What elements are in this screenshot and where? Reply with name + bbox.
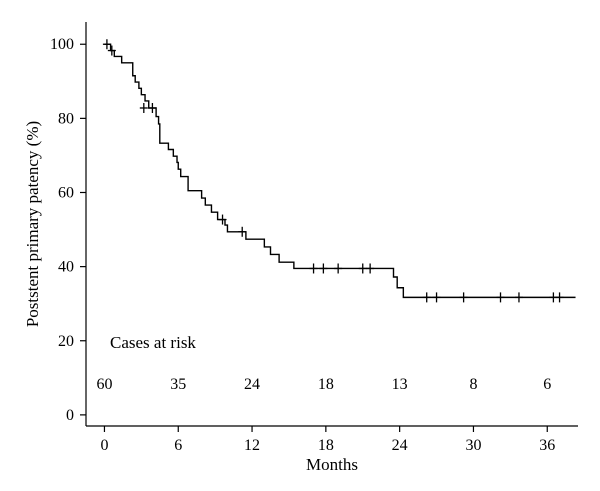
x-tick-label: 18 (318, 437, 334, 454)
censor-mark (319, 263, 328, 274)
censor-mark (309, 263, 318, 274)
y-tick-label: 20 (58, 333, 74, 350)
x-tick-label: 6 (174, 437, 182, 454)
censor-mark (358, 263, 367, 274)
censor-mark (218, 214, 227, 225)
y-tick-label: 60 (58, 184, 74, 201)
x-tick-label: 0 (100, 437, 108, 454)
censor-mark (139, 102, 148, 113)
x-tick-label: 12 (244, 437, 260, 454)
y-tick-label: 80 (58, 110, 74, 127)
censor-mark (238, 226, 247, 237)
survival-curve (104, 43, 576, 299)
censor-mark (432, 292, 441, 303)
y-tick-label: 100 (50, 36, 74, 53)
x-axis-title: Months (306, 455, 358, 474)
censor-mark (496, 292, 505, 303)
censor-mark (555, 292, 564, 303)
cases-at-risk-value: 6 (543, 376, 551, 393)
cases-at-risk-value: 35 (170, 376, 186, 393)
censor-mark (422, 292, 431, 303)
cases-at-risk-label: Cases at risk (110, 333, 196, 352)
censor-mark (148, 102, 157, 113)
y-tick-label: 0 (66, 407, 74, 424)
x-tick-label: 36 (539, 437, 555, 454)
x-tick-label: 30 (465, 437, 481, 454)
cases-at-risk-value: 60 (96, 376, 112, 393)
censor-mark (107, 45, 116, 56)
censor-mark (366, 263, 375, 274)
censor-mark (514, 292, 523, 303)
censor-mark (334, 263, 343, 274)
x-tick-label: 24 (392, 437, 408, 454)
y-tick-label: 40 (58, 259, 74, 276)
cases-at-risk-value: 24 (244, 376, 260, 393)
censor-mark (459, 292, 468, 303)
cases-at-risk-value: 18 (318, 376, 334, 393)
censor-mark (102, 39, 111, 50)
cases-at-risk-value: 13 (392, 376, 408, 393)
cases-at-risk-value: 8 (469, 376, 477, 393)
y-axis-title: Poststent primary patency (%) (23, 121, 42, 327)
